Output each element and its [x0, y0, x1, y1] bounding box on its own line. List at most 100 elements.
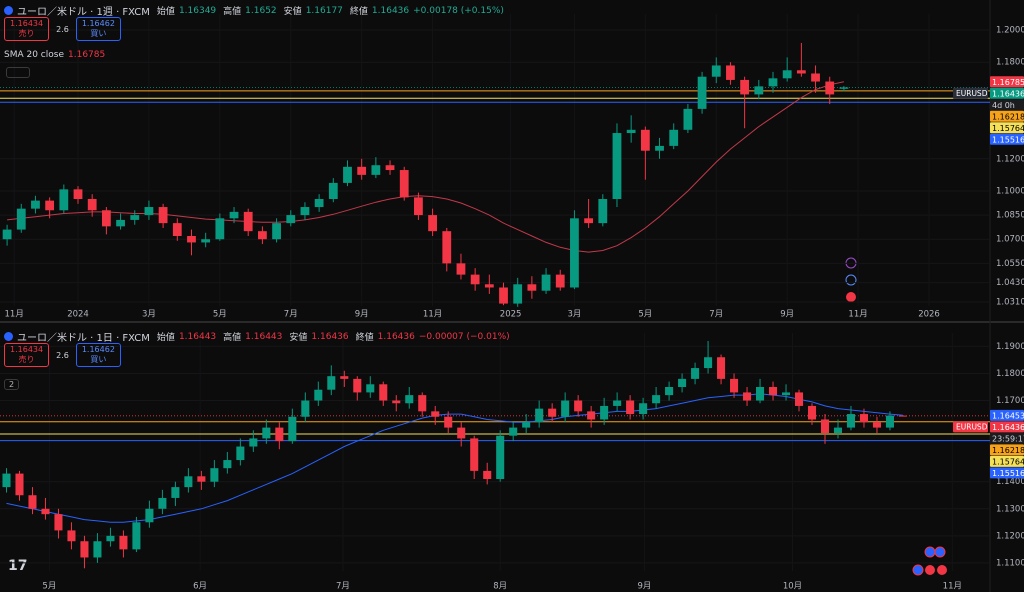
buy-button[interactable]: 1.16462 買い: [75, 17, 121, 41]
last-price-tag: 1.16436: [992, 423, 1024, 432]
x-tick-label: 9月: [780, 310, 794, 320]
candle-body: [683, 108, 693, 130]
ohlc-label: 高値: [223, 333, 242, 343]
candle-body: [314, 389, 323, 401]
ohlc-value: 1.16436: [371, 5, 410, 16]
y-tick-label: 1.19000: [996, 342, 1024, 352]
sell-button[interactable]: 1.16434 売り: [4, 343, 50, 367]
ohlc-value: 1.16177: [305, 5, 343, 16]
level-tag: 1.15516: [992, 135, 1024, 144]
level-tag: 1.16218: [992, 112, 1024, 121]
ohlc-label: 始値: [156, 7, 175, 17]
level-tag-bg: [990, 133, 1024, 145]
candle-body: [106, 535, 115, 542]
candle-body: [548, 408, 557, 417]
ohlc-label: 安値: [289, 333, 308, 343]
candle-body: [626, 129, 636, 134]
candle-body: [711, 65, 721, 77]
y-tick-label: 1.18000: [996, 369, 1024, 379]
candle-body: [418, 395, 427, 412]
x-tick-label: 10月: [783, 582, 802, 592]
candle-body: [665, 387, 674, 396]
countdown-tag: 4d 0h: [992, 101, 1015, 110]
candle-body: [704, 357, 713, 369]
candle-body: [328, 182, 338, 199]
candle-body: [16, 208, 26, 230]
y-tick-label: 1.05500: [996, 259, 1024, 269]
candle-body: [839, 87, 849, 89]
candle-body: [587, 411, 596, 420]
candle-body: [243, 211, 253, 232]
ohlc-value: 1.16349: [178, 5, 217, 16]
chart-title: ユーロ／米ドル · 1週 · FXCM: [17, 7, 150, 18]
candle-body: [201, 239, 211, 243]
candle-body: [527, 284, 537, 291]
candle-body: [444, 416, 453, 428]
event-icon[interactable]: [934, 546, 946, 558]
symbol-tag: EURUSD: [956, 422, 988, 431]
x-tick-label: 7月: [336, 582, 350, 592]
candle-body: [678, 378, 687, 387]
countdown-tag-bg: [990, 99, 1024, 111]
candle-body: [172, 223, 182, 237]
event-icon[interactable]: [912, 564, 924, 576]
logo: 17: [8, 558, 27, 574]
event-icon[interactable]: [846, 292, 856, 302]
candle-body: [499, 287, 508, 304]
event-icon[interactable]: [924, 546, 936, 558]
y-tick-label: 1.12000: [996, 154, 1024, 164]
candle-body: [859, 414, 869, 423]
sell-label: 売り: [18, 29, 35, 38]
indicator-row: SMA 20 close 1.16785: [4, 50, 105, 60]
candle-body: [555, 274, 565, 288]
x-tick-label: 3月: [567, 310, 581, 320]
candle-body: [872, 422, 881, 428]
buy-button[interactable]: 1.16462 買い: [75, 343, 121, 367]
x-tick-label: 5月: [42, 582, 56, 592]
candle-body: [405, 395, 414, 404]
trade-row: 1.16434 売り 2.6 1.16462 買い: [4, 17, 121, 41]
candle-body: [697, 76, 707, 109]
indicator-toggle[interactable]: 2: [4, 379, 20, 390]
change: −0.00007 (−0.01%): [418, 331, 510, 342]
candle-body: [399, 170, 409, 198]
ohlc-label: 終値: [349, 7, 368, 17]
candle-body: [210, 468, 219, 482]
candle-body: [236, 446, 245, 461]
event-icon[interactable]: [925, 565, 935, 575]
sma-price-tag: 1.16453: [992, 411, 1024, 420]
candle-body: [612, 133, 622, 199]
sma-price-tag-bg: [990, 409, 1024, 421]
candle-body: [158, 207, 168, 224]
candle-body: [414, 197, 423, 216]
symbol-tag-bg: [953, 87, 988, 99]
candle-body: [2, 473, 11, 488]
event-icon[interactable]: [845, 274, 857, 286]
candle-body: [669, 129, 679, 146]
event-icon[interactable]: [937, 565, 947, 575]
candle-body: [756, 387, 765, 401]
y-tick-label: 1.18000: [996, 58, 1024, 68]
candle-body: [820, 419, 830, 433]
candle-body: [640, 129, 650, 151]
ohlc-label: 高値: [223, 7, 242, 17]
candle-body: [327, 376, 336, 390]
x-tick-label: 11月: [5, 310, 24, 320]
sma-price-tag: 1.16785: [992, 78, 1024, 87]
ohlc-label: 始値: [156, 333, 175, 343]
ohlc-value: 1.16443: [245, 331, 283, 342]
ohlc-value: 1.16436: [311, 331, 349, 342]
level-tag-bg: [990, 455, 1024, 467]
collapse-button[interactable]: [6, 67, 30, 78]
sell-button[interactable]: 1.16434 売り: [4, 17, 50, 41]
x-tick-label: 7月: [709, 310, 723, 320]
candle-body: [343, 166, 352, 183]
x-tick-label: 7月: [284, 310, 298, 320]
ohlc-value: 1.16436: [377, 331, 415, 342]
candle-body: [340, 376, 349, 379]
candle-body: [428, 215, 437, 232]
candle-body: [898, 415, 907, 417]
